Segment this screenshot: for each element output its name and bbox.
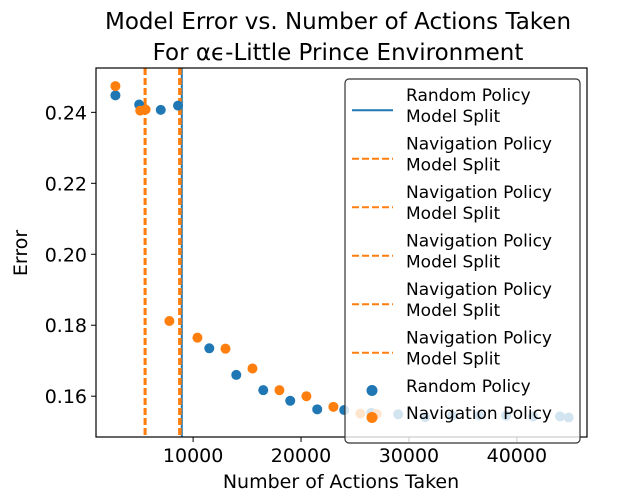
legend-label-split-line-3: Navigation Policy Model Split [406,232,552,273]
x-tick-label-0: 10000 [163,445,223,467]
y-tick-label-3: 0.22 [45,173,87,195]
y-tick-label-2: 0.20 [45,244,87,266]
random-policy-point-3 [173,100,184,111]
y-axis: 0.16 0.18 0.20 0.22 0.24 [45,102,96,408]
y-axis-label: Error [10,230,32,277]
random-policy-point-7 [285,395,296,406]
navigation-policy-point-4 [192,332,203,343]
legend-box [344,78,581,444]
legend: Random Policy Model Split Navigation Polic… [344,78,581,444]
x-tick-label-3: 40000 [487,445,547,467]
x-tick-label-1: 20000 [271,445,331,467]
legend-symbol-random-policy [366,385,378,396]
legend-label-navigation-policy: Navigation Policy [406,404,552,424]
chart-title-line-2: For αϵ-Little Prince Environment [153,40,524,66]
y-tick-label-4: 0.24 [45,102,87,124]
navigation-policy-point-0 [110,81,121,92]
random-policy-point-4 [204,343,215,354]
legend-label-split-line-1: Navigation Policy Model Split [406,135,552,176]
x-axis-label: Number of Actions Taken [223,471,459,493]
y-tick-label-1: 0.18 [45,315,87,337]
plot-frame [95,67,588,438]
chart-title-line-1: Model Error vs. Number of Actions Taken [105,9,571,35]
random-policy-point-2 [155,104,166,115]
random-policy-point-5 [231,369,242,380]
x-tick-label-2: 30000 [379,445,439,467]
navigation-policy-point-5 [220,343,231,354]
legend-label-split-line-2: Navigation Policy Model Split [406,183,552,224]
navigation-policy-point-2 [140,104,151,115]
legend-label-split-line-4: Navigation Policy Model Split [406,280,552,321]
random-policy-point-0 [110,90,121,101]
x-axis: 10000 20000 30000 40000 [163,437,547,467]
navigation-policy-point-7 [274,385,285,396]
legend-symbol-navigation-policy [366,412,378,423]
random-policy-point-6 [258,385,269,396]
navigation-policy-point-6 [247,363,258,374]
legend-label-random-policy: Random Policy [406,377,531,397]
legend-label-split-line-0: Random Policy Model Split [406,86,531,127]
navigation-policy-point-3 [164,315,175,326]
random-policy-point-8 [312,404,323,415]
navigation-policy-point-9 [328,401,339,412]
navigation-policy-point-8 [301,391,312,402]
y-tick-label-0: 0.16 [45,386,87,408]
legend-label-split-line-5: Navigation Policy Model Split [406,329,552,370]
